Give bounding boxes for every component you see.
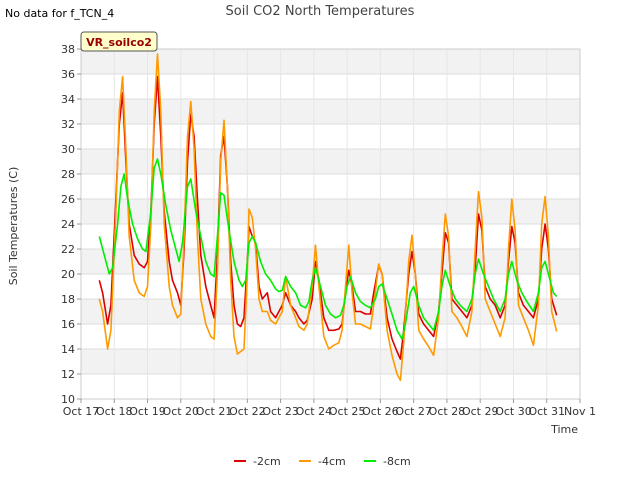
y-tick-label: 12: [61, 368, 75, 381]
background-band: [81, 349, 580, 374]
series-line-2cmcm: [98, 75, 558, 360]
x-tick-label: Oct 26: [362, 405, 399, 418]
y-tick-label: 18: [61, 293, 75, 306]
x-tick-label: Nov 1: [564, 405, 596, 418]
x-tick-label: Oct 29: [462, 405, 499, 418]
x-tick-label: Oct 24: [296, 405, 333, 418]
y-tick-label: 22: [61, 243, 75, 256]
site-label: VR_soilco2: [86, 36, 152, 49]
x-tick-label: Oct 27: [395, 405, 432, 418]
x-tick-label: Oct 23: [262, 405, 299, 418]
y-tick-label: 34: [61, 93, 75, 106]
series-line-4cmcm: [98, 53, 558, 382]
y-tick-label: 16: [61, 318, 75, 331]
y-tick-label: 32: [61, 118, 75, 131]
x-tick-label: Oct 17: [63, 405, 100, 418]
series-lines: [98, 53, 558, 382]
x-tick-label: Oct 30: [495, 405, 532, 418]
no-data-note: No data for f_TCN_4: [5, 7, 115, 20]
y-tick-label: 10: [61, 393, 75, 406]
series-line-8cmcm: [98, 158, 558, 340]
background-band: [81, 99, 580, 124]
y-tick-label: 28: [61, 168, 75, 181]
x-tick-label: Oct 19: [129, 405, 166, 418]
legend: -2cm -4cm -8cm: [234, 455, 411, 468]
y-tick-label: 24: [61, 218, 75, 231]
x-tick-label: Oct 20: [163, 405, 200, 418]
x-tick-label: Oct 31: [528, 405, 565, 418]
background-band: [81, 199, 580, 224]
x-tick-label: Oct 25: [329, 405, 366, 418]
x-tick-label: Oct 28: [429, 405, 466, 418]
y-tick-label: 36: [61, 68, 75, 81]
y-tick-label: 38: [61, 43, 75, 56]
site-label-box: VR_soilco2: [80, 31, 158, 52]
background-band: [81, 249, 580, 274]
background-band: [81, 49, 580, 74]
y-tick-label: 30: [61, 143, 75, 156]
y-axis-label: Soil Temperatures (C): [7, 167, 20, 286]
y-tick-label: 14: [61, 343, 75, 356]
legend-label: -2cm: [253, 455, 281, 468]
legend-label: -8cm: [383, 455, 411, 468]
y-axis-ticks: 10 12 14 16 18 20 22 24 26 28 30 32 34 36 38: [61, 43, 81, 406]
x-tick-label: Oct 22: [229, 405, 266, 418]
legend-label: -4cm: [318, 455, 346, 468]
background-band: [81, 149, 580, 174]
x-axis-label: Time: [550, 423, 578, 436]
y-tick-label: 20: [61, 268, 75, 281]
x-tick-label: Oct 18: [96, 405, 133, 418]
x-tick-label: Oct 21: [196, 405, 233, 418]
y-tick-label: 26: [61, 193, 75, 206]
chart-title: Soil CO2 North Temperatures: [226, 4, 415, 19]
